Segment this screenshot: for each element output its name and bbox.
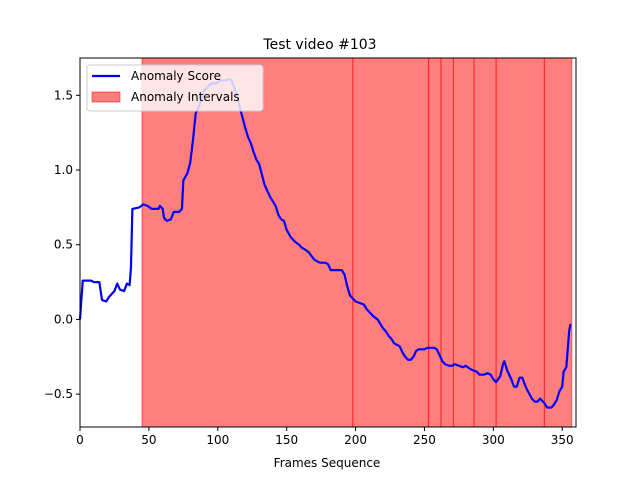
legend: Anomaly Score Anomaly Intervals <box>86 64 264 112</box>
anomaly-interval-3 <box>440 57 454 428</box>
x-tick-label: 100 <box>206 433 229 447</box>
x-tick-label: 350 <box>551 433 574 447</box>
y-tick-label: 0.0 <box>54 312 73 326</box>
series-layer <box>78 77 572 409</box>
x-tick-label: 300 <box>482 433 505 447</box>
anomaly-interval-7 <box>543 57 573 428</box>
chart-title: Test video #103 <box>262 37 376 53</box>
x-axis-label: Frames Sequence <box>274 456 381 470</box>
y-tick-label: 1.5 <box>54 88 73 102</box>
x-tick-label: 200 <box>344 433 367 447</box>
x-tick-label: 250 <box>413 433 436 447</box>
y-tick-label: 0.5 <box>54 238 73 252</box>
x-tick-label: 0 <box>76 433 84 447</box>
plot-frame <box>79 57 577 428</box>
anomaly-interval-6 <box>495 57 545 428</box>
ticks: 0 50 100 150 200 250 300 350 −0.5 0.0 0.5 1.0 1.5 <box>44 88 574 447</box>
anomaly-interval-4 <box>452 57 475 428</box>
y-tick-label: −0.5 <box>44 387 73 401</box>
anomaly-interval-1 <box>352 57 430 428</box>
legend-entry-label: Anomaly Score <box>131 69 221 83</box>
legend-box <box>86 64 264 112</box>
anomaly-interval-2 <box>428 57 442 428</box>
anomaly-intervals <box>141 57 573 428</box>
legend-entry-label: Anomaly Intervals <box>131 90 240 104</box>
legend-swatch-patch <box>91 91 121 103</box>
axes <box>79 57 577 428</box>
x-tick-label: 150 <box>275 433 298 447</box>
series-line-0 <box>78 77 572 409</box>
y-tick-label: 1.0 <box>54 163 73 177</box>
anomaly-interval-0 <box>141 57 354 428</box>
x-tick-label: 50 <box>141 433 156 447</box>
